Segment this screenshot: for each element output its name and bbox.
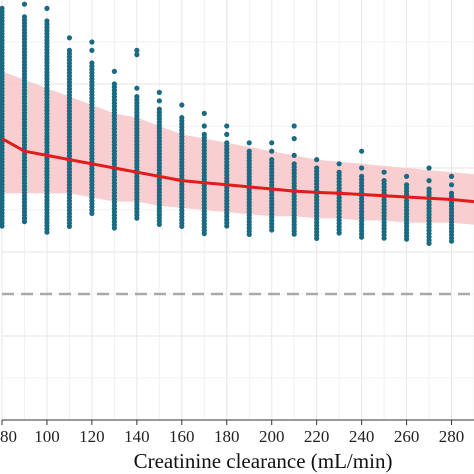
data-point-outlier <box>156 98 162 104</box>
x-tick-label: 140 <box>124 427 150 446</box>
point-column-210 <box>291 123 297 237</box>
point-column-200 <box>269 140 275 233</box>
x-tick-label: 240 <box>349 427 375 446</box>
data-point-outlier <box>291 123 297 129</box>
point-column-280 <box>448 173 455 244</box>
data-point-outlier <box>448 173 455 179</box>
data-point-outlier <box>156 89 162 95</box>
data-point <box>134 215 140 221</box>
point-column-190 <box>246 140 252 237</box>
data-point-outlier <box>134 52 140 58</box>
x-tick-label: 160 <box>169 427 195 446</box>
x-axis-title: Creatinine clearance (mL/min) <box>134 449 393 473</box>
data-point-outlier <box>89 39 95 45</box>
data-point <box>201 231 207 237</box>
data-point-outlier <box>134 47 140 54</box>
point-column-130 <box>111 68 117 231</box>
data-point <box>381 235 387 241</box>
data-point-outlier <box>201 110 207 116</box>
trend-polyline <box>1 137 474 204</box>
point-column-80 <box>0 5 5 229</box>
data-point-outlier <box>224 123 230 129</box>
point-column-240 <box>359 148 365 240</box>
data-point-outlier <box>291 152 297 158</box>
data-point <box>291 231 297 237</box>
data-point-outlier <box>134 85 140 91</box>
point-column-120 <box>89 39 95 216</box>
data-point-outlier <box>448 182 455 188</box>
data-point-outlier <box>269 148 275 154</box>
point-column-110 <box>66 35 73 229</box>
data-point-outlier <box>269 140 275 146</box>
data-point <box>403 236 410 242</box>
data-point-outlier <box>403 173 410 179</box>
x-tick-label: 80 <box>0 427 17 446</box>
x-tick-label: 100 <box>34 427 60 446</box>
data-point-outlier <box>89 47 95 54</box>
data-point <box>44 229 50 235</box>
x-axis: 80 100 120 140 160 180 200 220 240 260 280 <box>0 419 474 446</box>
point-column-250 <box>381 169 387 241</box>
data-point-outlier <box>21 1 28 7</box>
data-point <box>314 235 320 241</box>
data-point-outlier <box>246 140 252 146</box>
point-column-230 <box>336 161 342 236</box>
point-column-90 <box>21 1 28 225</box>
point-column-180 <box>224 123 230 229</box>
data-point <box>66 223 73 229</box>
data-point <box>426 240 432 246</box>
data-point-outlier <box>179 102 185 108</box>
point-column-260 <box>403 173 410 242</box>
data-point <box>89 210 95 216</box>
x-tick-label: 220 <box>304 427 330 446</box>
data-point <box>0 223 5 229</box>
point-column-160 <box>179 102 185 229</box>
data-point-outlier <box>291 136 297 142</box>
data-point-outlier <box>111 68 117 74</box>
band-area <box>2 71 474 225</box>
data-point <box>336 230 342 236</box>
data-point-outlier <box>359 148 365 154</box>
data-point <box>179 223 185 229</box>
data-point <box>21 219 28 225</box>
x-tick-label: 120 <box>79 427 105 446</box>
data-point <box>359 234 365 240</box>
data-point <box>111 225 117 231</box>
confidence-band <box>2 71 474 225</box>
data-point-outlier <box>426 165 432 171</box>
data-point-outlier <box>66 35 73 41</box>
x-tick-label: 180 <box>214 427 240 446</box>
data-points <box>0 1 455 246</box>
point-column-220 <box>314 157 320 241</box>
x-tick-label: 200 <box>259 427 285 446</box>
data-point-outlier <box>359 165 365 171</box>
point-column-150 <box>156 89 162 227</box>
point-column-170 <box>201 110 207 237</box>
data-point-outlier <box>336 161 342 167</box>
data-point-outlier <box>314 157 320 163</box>
data-point-outlier <box>201 123 207 129</box>
data-point <box>448 238 455 244</box>
data-point <box>224 223 230 229</box>
data-point <box>156 221 162 227</box>
x-tick-label: 280 <box>439 427 465 446</box>
x-tick-label: 260 <box>394 427 420 446</box>
point-column-140 <box>134 47 140 221</box>
data-point-outlier <box>426 178 432 184</box>
data-point <box>269 227 275 233</box>
point-column-100 <box>44 5 50 235</box>
trend-line <box>1 137 474 204</box>
data-point-outlier <box>44 5 50 11</box>
data-point <box>246 231 252 237</box>
data-point-outlier <box>224 131 230 137</box>
data-point-outlier <box>381 169 387 175</box>
